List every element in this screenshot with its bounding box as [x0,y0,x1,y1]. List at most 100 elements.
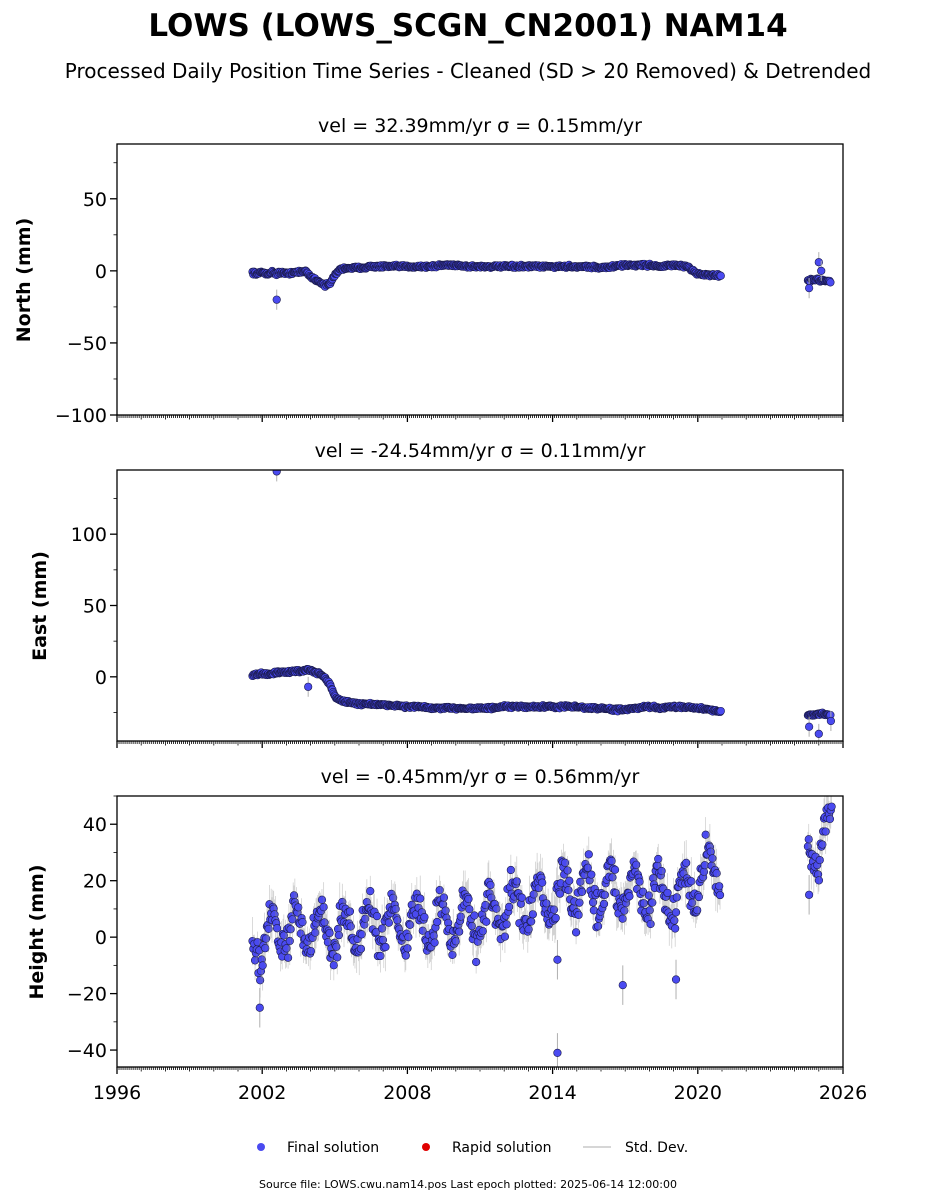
height-data-point [258,961,267,970]
height-data-point [635,877,644,886]
height-data-point [403,944,412,953]
height-data-point [416,894,425,903]
height-data-point [334,931,344,940]
height-data-point [657,866,666,876]
footer-source: Source file: LOWS.cwu.nam14.pos Last epo… [259,1178,677,1191]
height-x-tick-label: 2026 [819,1082,867,1104]
height-data-point [420,913,429,922]
east-panel-title: vel = -24.54mm/yr σ = 0.11mm/yr [315,440,646,462]
north-y-tick-label: 0 [95,261,107,283]
height-data-point [361,914,370,923]
height-data-point [418,926,427,935]
height-x-tick-label: 2002 [238,1082,286,1104]
height-data-point [715,890,725,900]
height-data-point [818,840,827,849]
height-data-point [715,882,724,891]
height-data-point [456,912,465,921]
legend-rapid-marker [422,1143,430,1151]
height-points [248,796,836,1067]
height-data-point [538,878,547,887]
height-data-point [288,915,297,924]
height-data-point [478,927,488,936]
north-outlier-point [272,295,281,304]
legend-final-label: Final solution [287,1140,379,1156]
height-data-point [283,953,293,962]
height-data-point [448,950,457,960]
height-data-point [671,924,680,933]
height-data-point [286,925,295,934]
north-y-tick-label: 50 [83,189,107,211]
height-data-point [391,904,400,914]
height-data-point [332,942,341,951]
height-y-tick-label: 40 [83,814,107,836]
height-data-point [584,850,593,859]
height-data-point [282,944,291,953]
height-data-point [600,890,609,899]
height-data-point [815,855,824,865]
height-data-point [486,880,495,890]
height-data-point [329,961,338,970]
height-data-point [575,898,584,907]
height-data-point [378,924,387,933]
legend-stddev-label: Std. Dev. [625,1140,688,1156]
height-data-point [701,830,710,839]
height-data-point [433,917,442,927]
height-data-point [527,917,536,926]
height-data-point [654,854,663,864]
height-outlier-point [805,890,814,899]
north-outlier-point [805,284,814,293]
height-data-point [542,899,551,908]
east-y-tick-label: 100 [71,524,107,546]
height-data-point [502,920,511,929]
height-data-point [455,927,464,936]
height-data-point [393,916,402,925]
height-data-point [528,910,537,919]
height-data-point [593,922,603,931]
height-data-point [645,906,654,915]
height-data-point [346,922,355,931]
height-data-point [250,956,260,965]
height-plot-area: 1996 2002 2008 2014 2020 2026 40 20 0 −20 −40 [67,795,867,1104]
height-outlier-point [553,955,562,964]
height-outlier-point [618,981,627,990]
height-data-point [825,814,835,824]
height-data-point [564,886,573,895]
height-data-point [272,924,282,933]
height-data-point [670,916,679,925]
height-data-point [638,887,648,896]
north-ylabel: North (mm) [13,218,35,343]
height-x-tick-label: 1996 [93,1082,141,1104]
height-data-point [607,856,616,866]
east-outlier-point [826,716,836,726]
height-panel: vel = -0.45mm/yr σ = 0.56mm/yr Height (m… [26,766,867,1104]
north-plot-area: 50 0 −50 −100 [55,143,844,427]
height-data-point [381,942,390,952]
height-data-point [298,918,307,927]
height-data-point [472,957,481,967]
height-y-tick-label: 0 [95,927,107,949]
height-data-point [648,898,657,907]
figure-subtitle: Processed Daily Position Time Series - C… [65,59,871,83]
height-data-point [610,865,620,874]
height-data-point [560,858,570,867]
height-data-point [429,931,438,940]
height-data-point [333,953,342,962]
height-data-point [672,893,681,902]
height-data-point [311,928,320,937]
height-data-point [587,870,596,879]
height-data-point [512,877,521,886]
height-data-point [574,910,583,920]
height-x-tick-label: 2008 [383,1082,431,1104]
height-x-tick-label: 2020 [674,1082,722,1104]
height-data-point [464,894,473,904]
legend-rapid-label: Rapid solution [452,1140,552,1156]
height-data-point [376,951,385,961]
height-data-point [319,903,328,912]
north-panel-title: vel = 32.39mm/yr σ = 0.15mm/yr [318,115,642,137]
legend: Final solution Rapid solution Std. Dev. [257,1140,688,1156]
height-y-tick-label: −40 [67,1040,107,1062]
height-data-point [625,892,634,901]
height-data-point [576,877,585,886]
height-data-point [356,944,366,953]
